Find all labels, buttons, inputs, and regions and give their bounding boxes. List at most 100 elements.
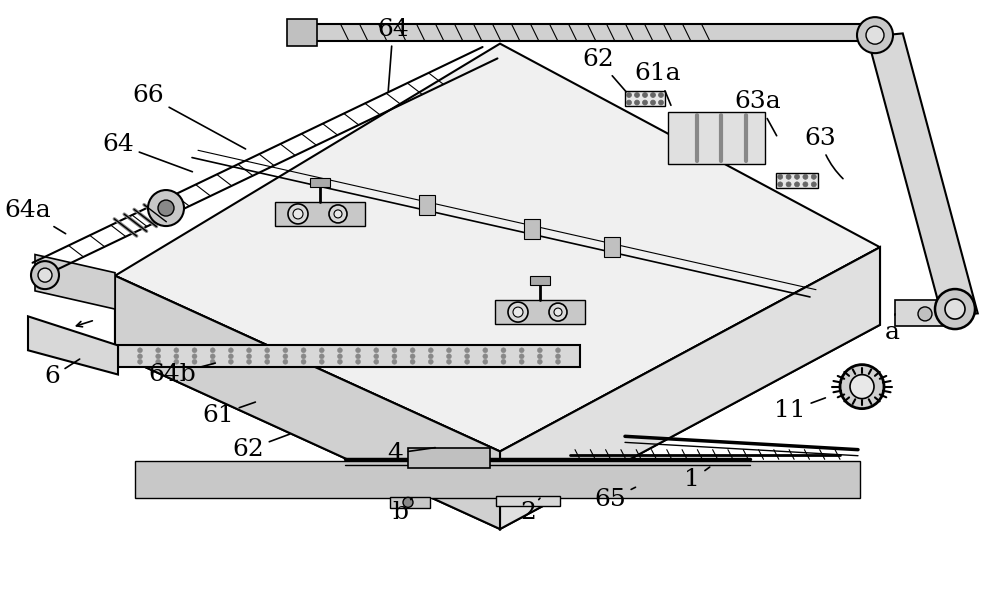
Circle shape: [301, 354, 306, 359]
Circle shape: [554, 308, 562, 316]
Circle shape: [794, 182, 800, 187]
Circle shape: [228, 348, 233, 353]
Circle shape: [392, 359, 397, 364]
Text: 61a: 61a: [635, 62, 681, 105]
Circle shape: [293, 209, 303, 219]
Circle shape: [319, 348, 324, 353]
Circle shape: [483, 348, 488, 353]
Circle shape: [374, 359, 379, 364]
Polygon shape: [312, 24, 885, 41]
Circle shape: [658, 93, 664, 98]
Polygon shape: [500, 247, 880, 529]
Circle shape: [945, 299, 965, 319]
Circle shape: [501, 354, 506, 359]
Text: 63: 63: [804, 127, 843, 179]
Polygon shape: [530, 276, 550, 285]
Circle shape: [356, 354, 361, 359]
Polygon shape: [115, 276, 500, 529]
Circle shape: [356, 359, 361, 364]
Circle shape: [337, 348, 342, 353]
Polygon shape: [500, 247, 880, 529]
Polygon shape: [35, 255, 115, 309]
Polygon shape: [115, 276, 500, 529]
Circle shape: [374, 348, 379, 353]
Text: b: b: [392, 498, 412, 524]
Circle shape: [483, 354, 488, 359]
Circle shape: [265, 348, 270, 353]
Circle shape: [519, 354, 524, 359]
Circle shape: [301, 359, 306, 364]
Circle shape: [508, 302, 528, 322]
Polygon shape: [408, 448, 490, 468]
Circle shape: [501, 348, 506, 353]
Circle shape: [778, 182, 783, 187]
Circle shape: [642, 93, 648, 98]
Text: 64: 64: [102, 133, 192, 171]
Circle shape: [265, 354, 270, 359]
Circle shape: [283, 359, 288, 364]
Circle shape: [626, 93, 632, 98]
Circle shape: [537, 348, 542, 353]
Circle shape: [210, 354, 215, 359]
Circle shape: [174, 348, 179, 353]
Text: 64: 64: [377, 18, 409, 91]
Polygon shape: [135, 461, 860, 498]
Circle shape: [519, 348, 524, 353]
Circle shape: [803, 182, 808, 187]
Circle shape: [549, 303, 567, 321]
Polygon shape: [495, 300, 585, 324]
Circle shape: [446, 348, 451, 353]
Circle shape: [228, 359, 233, 364]
Text: 4: 4: [387, 442, 435, 465]
Text: 66: 66: [132, 84, 246, 149]
Circle shape: [866, 26, 884, 44]
Circle shape: [465, 354, 470, 359]
Circle shape: [626, 100, 632, 105]
Circle shape: [329, 205, 347, 223]
Polygon shape: [310, 178, 330, 187]
Circle shape: [465, 348, 470, 353]
Circle shape: [850, 375, 874, 399]
Circle shape: [174, 359, 179, 364]
Circle shape: [918, 307, 932, 321]
Circle shape: [635, 93, 640, 98]
Circle shape: [410, 359, 415, 364]
Circle shape: [392, 354, 397, 359]
Circle shape: [483, 359, 488, 364]
Circle shape: [428, 359, 433, 364]
Circle shape: [555, 348, 560, 353]
Circle shape: [811, 182, 816, 187]
Circle shape: [137, 348, 142, 353]
Circle shape: [446, 354, 451, 359]
Circle shape: [658, 100, 664, 105]
Polygon shape: [287, 19, 317, 46]
Circle shape: [555, 359, 560, 364]
Text: 61: 61: [202, 402, 255, 427]
Circle shape: [247, 348, 252, 353]
Circle shape: [283, 348, 288, 353]
Circle shape: [319, 354, 324, 359]
Circle shape: [210, 359, 215, 364]
Circle shape: [811, 175, 816, 179]
Circle shape: [555, 354, 560, 359]
Polygon shape: [390, 497, 430, 508]
Text: 1: 1: [684, 467, 710, 491]
Circle shape: [210, 348, 215, 353]
Circle shape: [148, 190, 184, 226]
Text: 65: 65: [594, 487, 636, 511]
Circle shape: [446, 359, 451, 364]
Circle shape: [137, 359, 142, 364]
Circle shape: [288, 204, 308, 224]
Circle shape: [537, 359, 542, 364]
Circle shape: [31, 261, 59, 289]
Circle shape: [247, 354, 252, 359]
Circle shape: [410, 348, 415, 353]
Circle shape: [403, 498, 413, 507]
Polygon shape: [668, 112, 765, 164]
Polygon shape: [524, 219, 540, 239]
Circle shape: [137, 354, 142, 359]
Circle shape: [786, 175, 791, 179]
Circle shape: [156, 348, 161, 353]
Text: 2: 2: [520, 498, 540, 524]
Polygon shape: [275, 202, 365, 226]
